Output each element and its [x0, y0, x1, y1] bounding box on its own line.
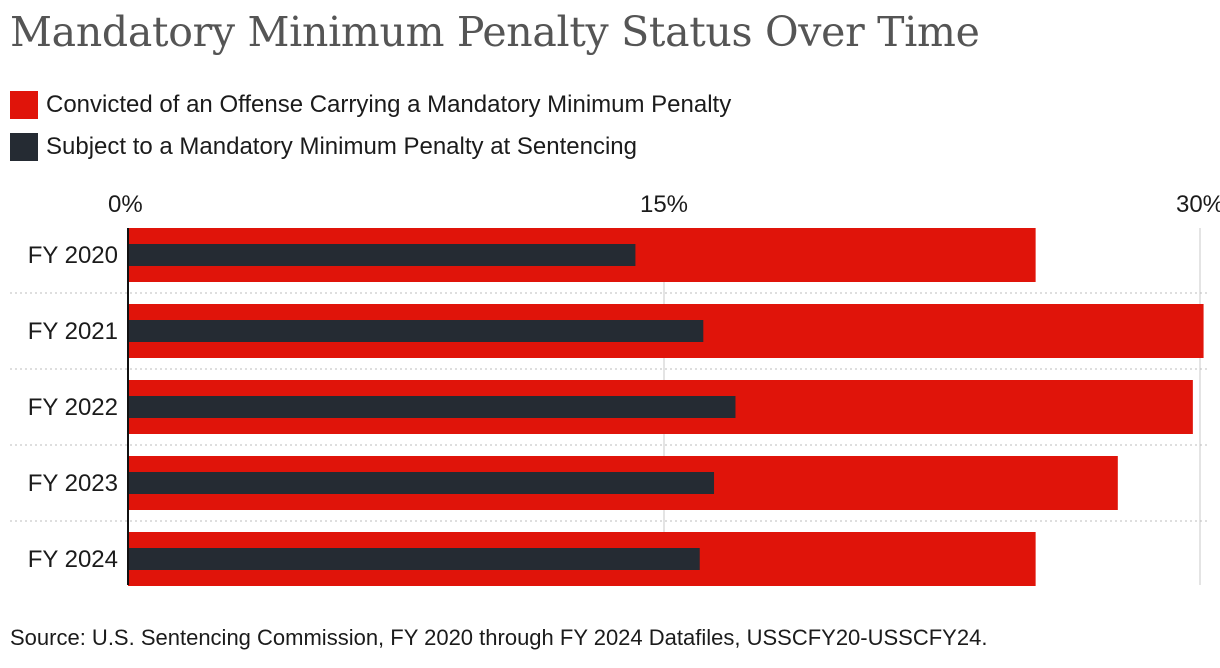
- bar-subject-0: [128, 244, 636, 266]
- chart-title: Mandatory Minimum Penalty Status Over Ti…: [10, 8, 980, 56]
- legend-item-convicted: Convicted of an Offense Carrying a Manda…: [10, 88, 731, 122]
- category-label-1: FY 2021: [28, 318, 118, 345]
- x-tick-label-0: 0%: [108, 191, 143, 218]
- bar-subject-3: [128, 472, 715, 494]
- category-label-4: FY 2024: [28, 546, 118, 573]
- x-tick-label-1: 15%: [640, 191, 688, 218]
- legend-label-subject: Subject to a Mandatory Minimum Penalty a…: [46, 133, 637, 160]
- bar-subject-1: [128, 320, 704, 342]
- bar-subject-2: [128, 396, 736, 418]
- legend-item-subject: Subject to a Mandatory Minimum Penalty a…: [10, 130, 731, 164]
- bar-subject-4: [128, 548, 700, 570]
- source-note: Source: U.S. Sentencing Commission, FY 2…: [10, 625, 988, 650]
- legend-swatch-convicted: [10, 91, 38, 119]
- legend-label-convicted: Convicted of an Offense Carrying a Manda…: [46, 91, 732, 118]
- category-label-0: FY 2020: [28, 242, 118, 269]
- legend-swatch-subject: [10, 133, 38, 161]
- category-label-3: FY 2023: [28, 470, 118, 497]
- x-tick-label-2: 30%: [1176, 191, 1220, 218]
- category-label-2: FY 2022: [28, 394, 118, 421]
- legend: Convicted of an Offense Carrying a Manda…: [10, 88, 731, 172]
